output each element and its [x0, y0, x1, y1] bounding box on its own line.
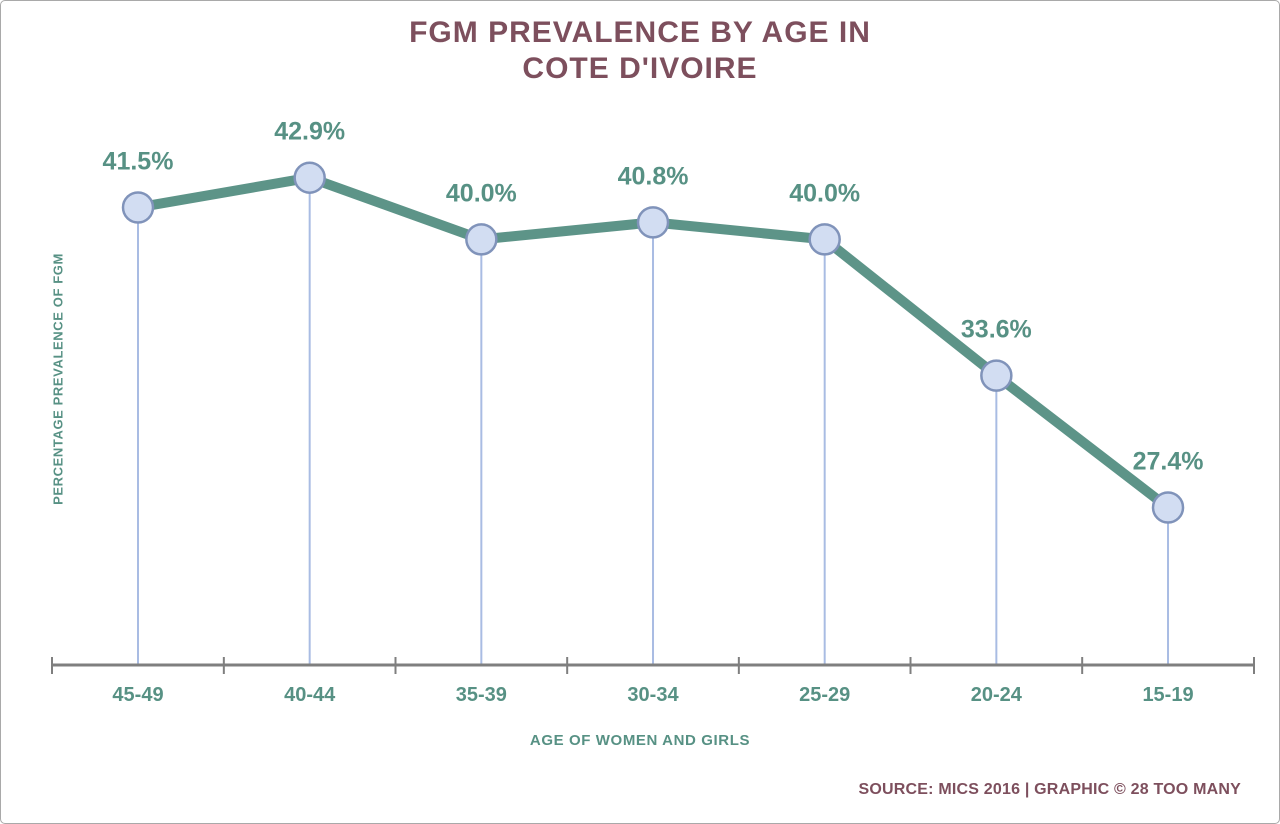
source-attribution: SOURCE: MICS 2016 | GRAPHIC © 28 TOO MAN…: [858, 781, 1241, 798]
data-point-marker: [121, 191, 155, 224]
data-label: 41.5%: [103, 147, 174, 175]
data-point-marker: [808, 223, 841, 256]
data-label: 40.8%: [618, 162, 689, 190]
x-axis-title: AGE OF WOMEN AND GIRLS: [529, 732, 751, 749]
data-label: 33.6%: [961, 316, 1032, 344]
data-point-marker: [465, 223, 498, 256]
data-point-marker: [293, 161, 326, 194]
data-point-marker: [1151, 491, 1185, 524]
x-tick-label: 30-34: [627, 684, 679, 706]
y-axis-title: PERCENTAGE PREVALENCE OF FGM: [50, 253, 66, 505]
x-tick-label: 45-49: [112, 684, 163, 706]
data-label: 40.0%: [789, 179, 860, 207]
x-tick-label: 20-24: [971, 684, 1023, 706]
data-label: 40.0%: [446, 179, 517, 207]
x-tick-label: 15-19: [1142, 684, 1193, 706]
chart-title: FGM PREVALENCE BY AGE IN COTE D'IVOIRE: [409, 16, 871, 85]
data-label: 27.4%: [1133, 448, 1204, 476]
x-tick-label: 35-39: [456, 684, 507, 706]
data-label: 42.9%: [274, 118, 345, 146]
x-tick-label: 25-29: [799, 684, 850, 706]
data-point-marker: [980, 359, 1013, 392]
x-tick-label: 40-44: [284, 684, 336, 706]
data-point-marker: [636, 206, 670, 239]
